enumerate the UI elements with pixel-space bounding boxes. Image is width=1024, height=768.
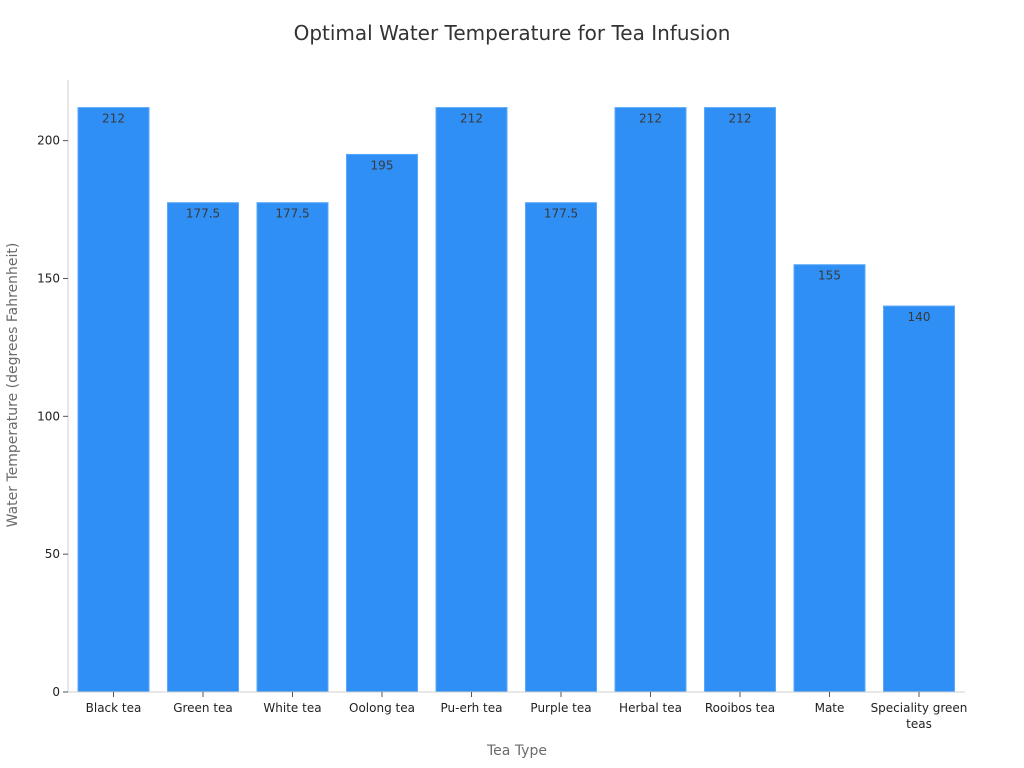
data-label-white-tea: 177.5	[275, 207, 309, 221]
data-label-green-tea: 177.5	[186, 207, 220, 221]
bar-mate	[793, 264, 866, 693]
x-ticks-layer: Black tea Green tea White tea Oolong tea Pu-…	[86, 692, 968, 731]
bar-oolong-tea	[346, 153, 418, 693]
x-tick-label-rooibos-tea: Rooibos tea	[705, 701, 775, 715]
bar-speciality-green-teas	[883, 305, 955, 693]
bar-pu-erh-tea	[435, 107, 508, 693]
bars-layer	[77, 107, 955, 693]
x-tick-label-pu-erh-tea: Pu-erh tea	[441, 701, 503, 715]
y-tick-label-0: 0	[52, 685, 60, 699]
data-label-oolong-tea: 195	[371, 158, 394, 172]
x-tick-label-black-tea: Black tea	[86, 701, 142, 715]
data-label-purple-tea: 177.5	[544, 207, 578, 221]
bar-black-tea	[77, 107, 150, 693]
y-tick-label-50: 50	[45, 547, 60, 561]
data-label-black-tea: 212	[102, 112, 125, 126]
data-label-rooibos-tea: 212	[729, 112, 752, 126]
x-tick-label-green-tea: Green tea	[173, 701, 233, 715]
y-ticks-layer: 0 50 100 150 200	[37, 134, 68, 699]
bar-purple-tea	[525, 202, 597, 693]
x-tick-label-herbal-tea: Herbal tea	[619, 701, 682, 715]
y-tick-label-150: 150	[37, 271, 60, 285]
data-label-mate: 155	[818, 269, 841, 283]
chart-title: Optimal Water Temperature for Tea Infusi…	[294, 21, 731, 45]
data-label-herbal-tea: 212	[639, 112, 662, 126]
x-tick-label-white-tea: White tea	[263, 701, 321, 715]
data-label-speciality-green-teas: 140	[908, 310, 931, 324]
bar-rooibos-tea	[704, 107, 776, 693]
data-label-pu-erh-tea: 212	[460, 112, 483, 126]
y-tick-label-200: 200	[37, 134, 60, 148]
x-tick-label-mate: Mate	[815, 701, 845, 715]
x-tick-label-speciality-green-teas: Speciality green teas	[871, 701, 968, 731]
x-tick-label-purple-tea: Purple tea	[530, 701, 591, 715]
bar-white-tea	[256, 202, 329, 693]
y-tick-label-100: 100	[37, 409, 60, 423]
x-axis-label: Tea Type	[486, 743, 547, 759]
data-labels-layer: 212 177.5 177.5 195 212 177.5 212 212 155 140	[102, 112, 930, 324]
bar-green-tea	[167, 202, 239, 693]
y-axis-label: Water Temperature (degrees Fahrenheit)	[5, 243, 21, 528]
x-tick-label-oolong-tea: Oolong tea	[349, 701, 415, 715]
bar-herbal-tea	[614, 107, 687, 693]
